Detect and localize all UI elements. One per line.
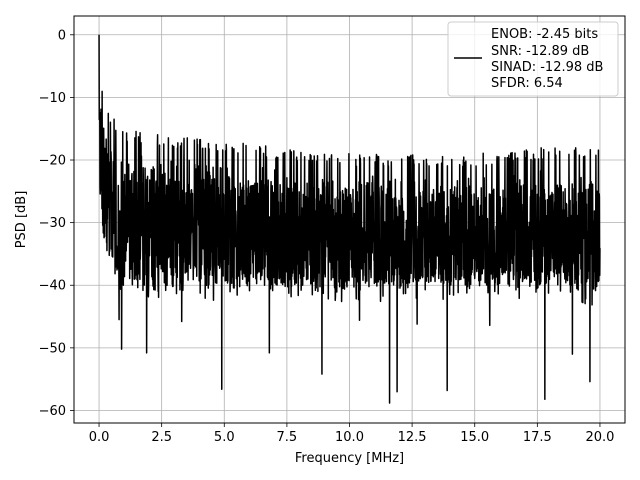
y-tick-label: −40: [39, 279, 66, 294]
y-axis-ticks: 0 −10 −20 −30 −40 −50 −60: [39, 28, 74, 419]
x-tick-label: 2.5: [151, 430, 172, 445]
x-tick-label: 12.5: [398, 430, 427, 445]
y-tick-label: −10: [39, 91, 66, 106]
legend-line-enob: ENOB: -2.45 bits: [491, 27, 598, 42]
x-tick-label: 10.0: [335, 430, 364, 445]
x-tick-label: 20.0: [585, 430, 614, 445]
x-tick-label: 15.0: [460, 430, 489, 445]
y-axis-title: PSD [dB]: [14, 191, 29, 249]
x-tick-label: 7.5: [277, 430, 298, 445]
y-tick-label: −20: [39, 154, 66, 169]
legend-line-sfdr: SFDR: 6.54: [491, 76, 563, 91]
legend-box: [447, 21, 619, 97]
y-tick-label: −30: [39, 216, 66, 231]
x-tick-label: 0.0: [89, 430, 110, 445]
psd-series-line: [98, 34, 601, 404]
x-axis-title: Frequency [MHz]: [295, 451, 404, 466]
legend-line-sinad: SINAD: -12.98 dB: [491, 60, 603, 75]
y-tick-label: −60: [39, 404, 66, 419]
plot-area: [98, 34, 601, 404]
legend: ENOB: -2.45 bits SNR: -12.89 dB SINAD: -…: [447, 21, 619, 97]
legend-line-snr: SNR: -12.89 dB: [491, 44, 589, 59]
y-tick-label: −50: [39, 341, 66, 356]
x-axis-ticks: 0.0 2.5 5.0 7.5 10.0 12.5 15.0 17.5 20.0: [89, 423, 614, 445]
x-tick-label: 5.0: [214, 430, 235, 445]
y-tick-label: 0: [58, 28, 66, 43]
x-tick-label: 17.5: [523, 430, 552, 445]
